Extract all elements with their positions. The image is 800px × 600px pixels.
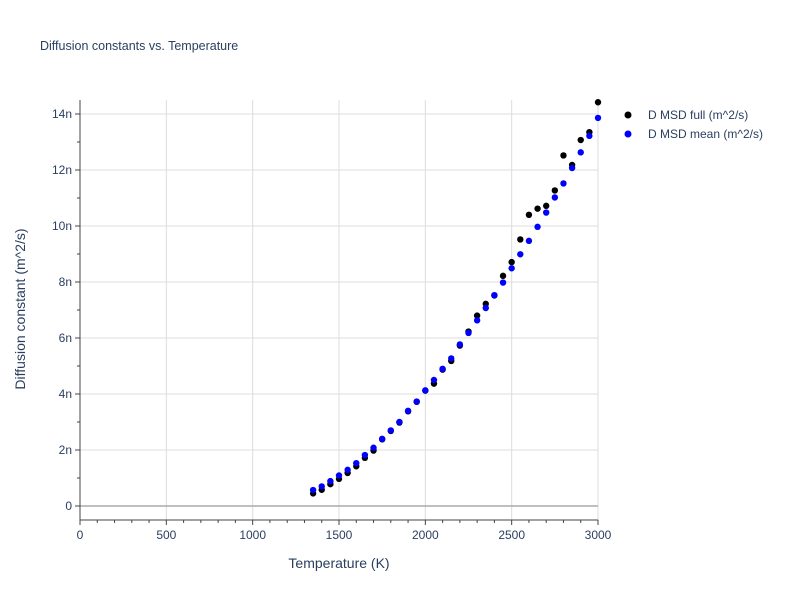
data-point-mean[interactable] <box>448 355 455 362</box>
data-point-mean[interactable] <box>456 341 464 348</box>
data-point-mean[interactable] <box>430 376 438 384</box>
x-axis-ticks: 0 500 1000 1500 2000 2500 3000 <box>77 520 612 542</box>
y-tick-label: 2n <box>59 443 72 457</box>
x-tick-label: 3000 <box>585 528 612 542</box>
data-point-mean[interactable] <box>586 132 593 140</box>
data-point-mean[interactable] <box>439 365 446 372</box>
data-point-mean[interactable] <box>370 444 377 451</box>
data-point-full[interactable] <box>560 152 567 159</box>
data-point-mean[interactable] <box>378 435 386 442</box>
data-point-mean[interactable] <box>335 472 343 479</box>
data-point-mean[interactable] <box>482 304 489 312</box>
data-point-mean[interactable] <box>344 466 351 474</box>
data-point-mean[interactable] <box>568 164 576 172</box>
data-point-full[interactable] <box>499 272 507 280</box>
data-point-mean[interactable] <box>465 329 472 337</box>
legend[interactable]: D MSD full (m^2/s) D MSD mean (m^2/s) <box>624 108 763 141</box>
data-point-mean[interactable] <box>353 459 360 467</box>
data-point-full[interactable] <box>543 202 550 210</box>
data-point-full[interactable] <box>577 136 584 144</box>
data-point-full[interactable] <box>473 312 481 319</box>
data-point-full[interactable] <box>551 187 559 194</box>
x-tick-label: 500 <box>156 528 176 542</box>
data-point-mean[interactable] <box>473 317 481 324</box>
legend-label: D MSD mean (m^2/s) <box>648 127 763 141</box>
legend-label: D MSD full (m^2/s) <box>648 108 748 122</box>
data-point-mean[interactable] <box>327 477 334 485</box>
x-tick-label: 2000 <box>412 528 439 542</box>
grid-lines <box>80 100 599 520</box>
legend-item[interactable]: D MSD mean (m^2/s) <box>624 127 763 141</box>
y-tick-label: 10n <box>52 219 72 233</box>
data-point-mean[interactable] <box>396 418 403 426</box>
data-point-full[interactable] <box>525 211 533 218</box>
data-point-mean[interactable] <box>491 291 498 299</box>
y-tick-label: 12n <box>52 163 72 177</box>
data-point-mean[interactable] <box>517 251 524 258</box>
y-tick-label: 14n <box>52 107 72 121</box>
data-point-mean[interactable] <box>551 194 559 201</box>
y-axis-ticks: 0 2n 4n 6n 8n 10n 12n 14n <box>52 107 80 513</box>
data-point-full[interactable] <box>534 205 541 212</box>
data-point-mean[interactable] <box>560 180 567 187</box>
y-tick-label: 4n <box>59 387 72 401</box>
y-tick-label: 6n <box>59 331 72 345</box>
x-axis-label: Temperature (K) <box>288 555 389 571</box>
data-point-full[interactable] <box>594 99 602 106</box>
chart-title: Diffusion constants vs. Temperature <box>40 39 238 53</box>
data-point-mean[interactable] <box>309 486 317 494</box>
data-point-full[interactable] <box>517 236 524 243</box>
legend-marker <box>624 111 632 119</box>
x-tick-label: 2500 <box>498 528 525 542</box>
data-point-mean[interactable] <box>534 223 541 231</box>
y-tick-label: 0 <box>65 499 72 513</box>
data-point-mean[interactable] <box>594 114 602 122</box>
x-tick-label: 1500 <box>326 528 353 542</box>
legend-marker <box>624 130 632 138</box>
y-axis-label: Diffusion constant (m^2/s) <box>12 228 28 389</box>
y-tick-label: 8n <box>59 275 72 289</box>
data-point-mean[interactable] <box>413 398 420 405</box>
legend-item[interactable]: D MSD full (m^2/s) <box>624 108 749 122</box>
data-point-mean[interactable] <box>577 149 584 156</box>
data-point-mean[interactable] <box>404 407 412 414</box>
data-point-mean[interactable] <box>387 427 394 434</box>
x-tick-label: 0 <box>77 528 84 542</box>
data-point-mean[interactable] <box>543 209 550 216</box>
data-point-mean[interactable] <box>508 265 515 272</box>
data-points[interactable] <box>309 99 602 497</box>
data-point-mean[interactable] <box>318 483 325 490</box>
data-point-mean[interactable] <box>361 451 369 459</box>
data-point-mean[interactable] <box>525 237 533 245</box>
data-point-mean[interactable] <box>499 279 507 286</box>
data-point-mean[interactable] <box>422 387 429 394</box>
data-point-full[interactable] <box>508 258 515 266</box>
x-tick-label: 1000 <box>239 528 266 542</box>
